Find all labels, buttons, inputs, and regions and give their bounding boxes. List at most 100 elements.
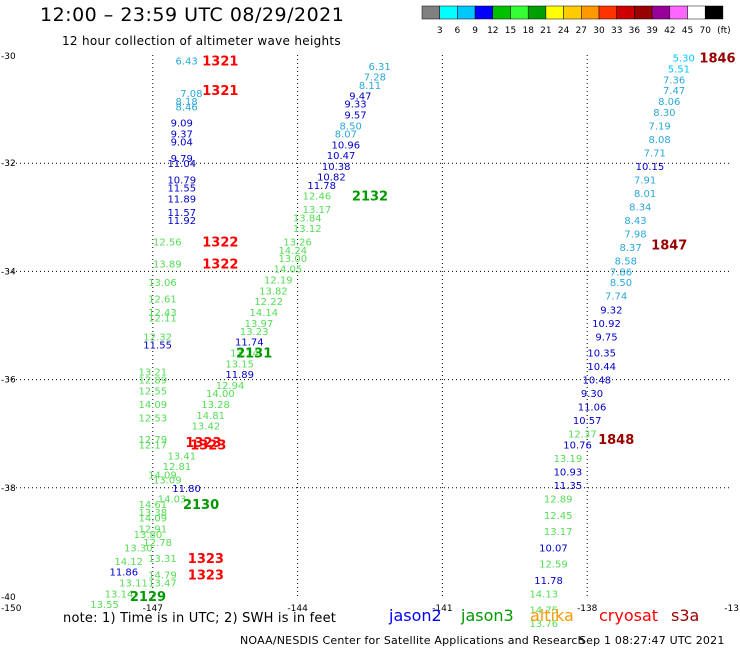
colorbar-label: 18 [522, 26, 534, 36]
wave-height-value: 8.58 [615, 257, 637, 268]
lat-tick-label: -30 [1, 52, 16, 62]
wave-height-value: 14.03 [158, 495, 187, 506]
lat-tick-label: -32 [1, 159, 16, 169]
wave-height-value: 10.35 [587, 349, 616, 360]
wave-height-value: 10.76 [563, 441, 592, 452]
colorbar-swatch [598, 5, 617, 20]
colorbar-swatch [527, 5, 547, 20]
wave-height-value: 8.37 [620, 243, 642, 254]
wave-height-value: 5.51 [668, 65, 690, 76]
wave-height-value: 8.34 [629, 202, 651, 213]
wave-height-value: 11.80 [172, 484, 201, 495]
map-grid [8, 55, 732, 596]
wave-height-value: 8.50 [610, 278, 632, 289]
wave-height-value: 6.31 [369, 62, 391, 73]
wave-height-value: 8.18 [175, 97, 197, 108]
wave-height-value: 11.04 [167, 159, 196, 170]
lon-tick-label: -147 [143, 604, 163, 614]
wave-height-value: 9.79 [171, 154, 193, 165]
track-time-label: 2132 [352, 190, 388, 205]
track-time-label: 1847 [651, 238, 687, 253]
wave-height-value: 10.15 [636, 162, 665, 173]
wave-height-value: 13.28 [201, 400, 230, 411]
wave-height-value: 9.33 [344, 100, 366, 111]
wave-height-value: 11.89 [225, 370, 254, 381]
wave-height-value: 10.48 [583, 376, 612, 387]
wave-height-value: 11.78 [534, 576, 563, 587]
wave-height-value: 12.17 [138, 441, 167, 452]
wave-height-value: 10.44 [587, 362, 616, 373]
wave-height-value: 9.75 [595, 332, 617, 343]
wave-height-value: 13.80 [134, 530, 163, 541]
track-time-label: 2129 [130, 590, 166, 605]
wave-height-value: 14.75 [529, 606, 558, 617]
wave-height-value: 12.61 [148, 294, 177, 305]
wave-height-value: 13.82 [259, 286, 288, 297]
colorbar-label: 3 [437, 26, 443, 36]
wave-height-value: 7.47 [663, 86, 685, 97]
wave-height-value: 12.37 [568, 430, 597, 441]
colorbar-swatch [421, 5, 440, 20]
wave-height-value: 10.57 [573, 416, 602, 427]
wave-height-value: 12.32 [143, 332, 172, 343]
legend-jason2: jason2 [389, 606, 442, 625]
wave-height-value: 7.36 [663, 75, 685, 86]
wave-height-value: 11.89 [167, 194, 196, 205]
wave-height-value: 10.07 [539, 543, 568, 554]
track-time-label: 1323 [185, 436, 221, 451]
track-labels: 1321132113221322132313231323132321322131… [130, 52, 736, 605]
wave-height-value: 14.09 [138, 514, 167, 525]
wave-height-value: 12.53 [138, 413, 167, 424]
colorbar-label: 70 [699, 26, 711, 36]
wave-height-value: 8.43 [624, 216, 646, 227]
wave-height-value: 11.06 [578, 403, 607, 414]
wave-height-value: 14.05 [274, 265, 303, 276]
colorbar-label: 6 [455, 26, 461, 36]
wave-height-value: 10.38 [322, 162, 351, 173]
wave-height-value: 12.19 [264, 276, 293, 287]
wave-height-value: 13.12 [293, 224, 322, 235]
wave-height-value: 13.31 [148, 554, 177, 565]
wave-height-value: 13.23 [240, 327, 269, 338]
wave-height-value: 9.09 [171, 119, 193, 130]
wave-height-value: 14.00 [206, 389, 235, 400]
wave-height-value: 7.19 [648, 121, 670, 132]
track-time-label: 1322 [202, 257, 238, 272]
wave-height-value: 13.41 [167, 451, 196, 462]
wave-height-value: 11.92 [167, 216, 196, 227]
wave-height-value: 12.78 [143, 538, 172, 549]
track-time-label: 2130 [183, 498, 219, 513]
wave-height-value: 8.11 [359, 81, 381, 92]
lat-tick-label: -40 [1, 593, 16, 603]
wave-height-value: 14.81 [196, 411, 225, 422]
wave-height-value: 10.92 [592, 319, 621, 330]
wave-height-value: 12.91 [138, 524, 167, 535]
colorbar-label: 42 [664, 26, 675, 36]
colorbar-swatch [563, 5, 582, 20]
wave-height-value: 14.09 [138, 400, 167, 411]
wave-height-value: 10.79 [167, 175, 196, 186]
wave-height-value: 8.30 [653, 108, 675, 119]
wave-height-value: 14.13 [529, 589, 558, 600]
wave-height-value: 12.94 [216, 381, 245, 392]
track-time-label: 1323 [188, 552, 224, 567]
wave-height-value: 11.74 [235, 338, 264, 349]
colorbar: 3 6 9 12 15 18 21 24 27 30 33 36 39 42 45 70 (ft) [421, 5, 731, 36]
wave-height-value: 13.19 [554, 454, 583, 465]
wave-height-value: 13.21 [138, 367, 167, 378]
lon-tick-label: -13 [724, 604, 739, 614]
wave-height-value: 12.56 [153, 238, 182, 249]
wave-height-value: 9.47 [349, 92, 371, 103]
units-note: note: 1) Time is in UTC; 2) SWH is in fe… [63, 611, 337, 626]
colorbar-swatch [687, 5, 706, 20]
wave-height-value: 11.55 [143, 340, 172, 351]
wave-height-value: 13.17 [544, 527, 573, 538]
colorbar-swatch [457, 5, 476, 20]
wave-height-value: 10.47 [327, 151, 356, 162]
wave-height-value: 7.08 [180, 89, 202, 100]
wave-height-value: 8.07 [335, 129, 357, 140]
wave-height-value: 10.93 [554, 468, 583, 479]
wave-height-value: 10.96 [332, 140, 361, 151]
